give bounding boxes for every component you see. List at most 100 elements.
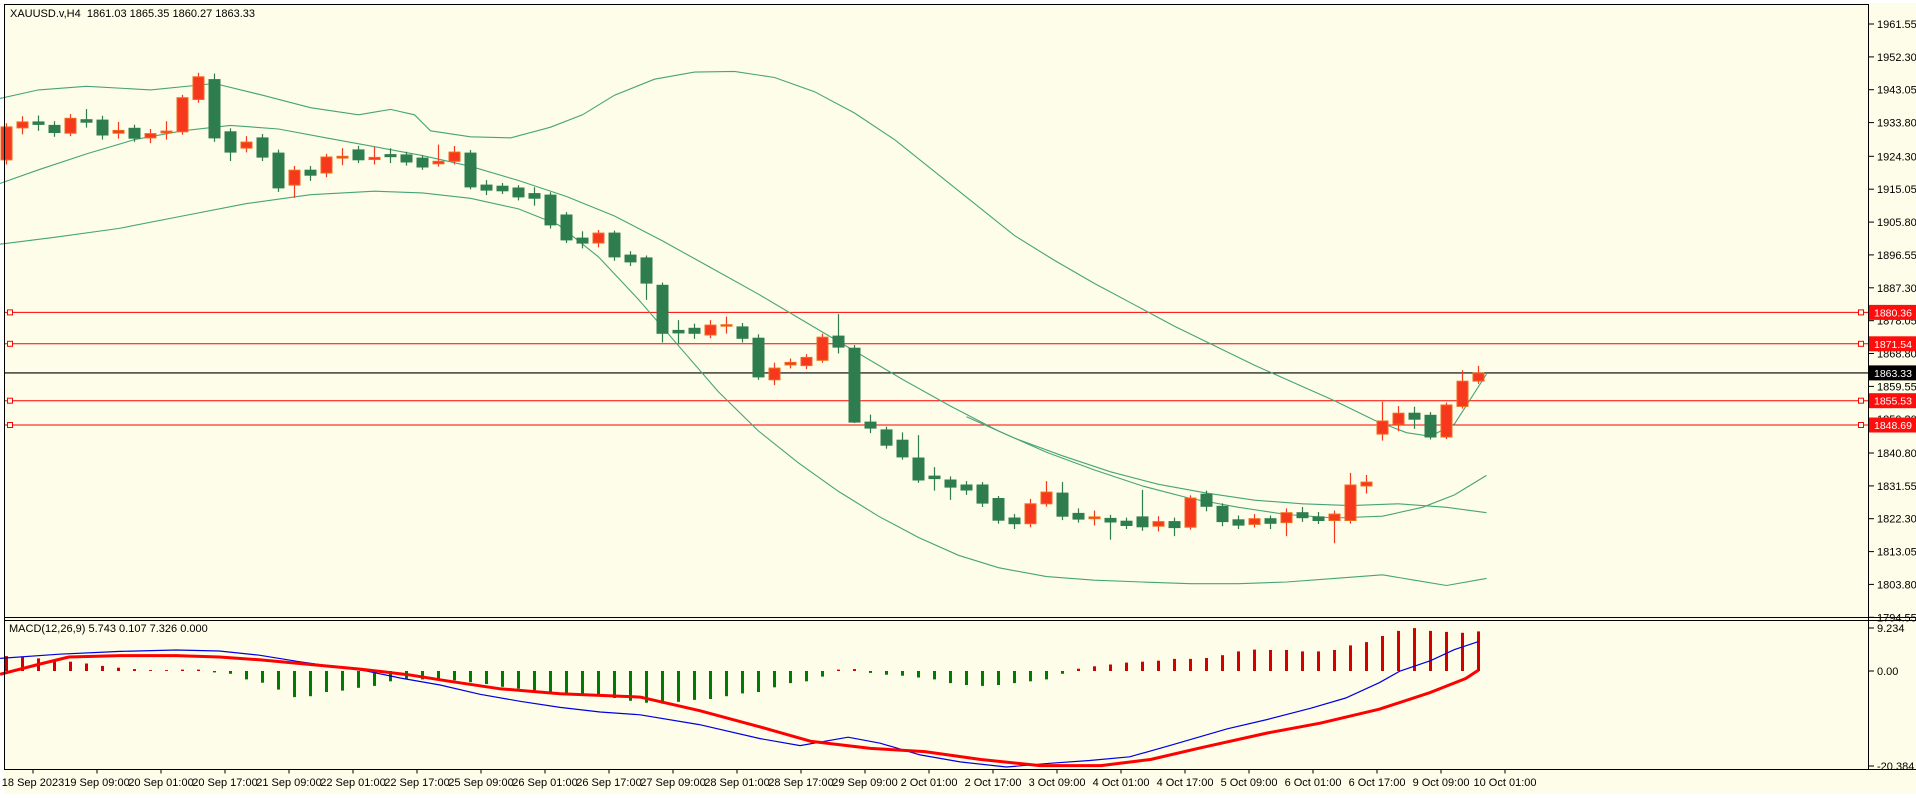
price-tick-label: 1813.05 — [1877, 547, 1916, 559]
level-line-handle[interactable] — [7, 397, 13, 404]
level-line-handle[interactable] — [7, 309, 13, 316]
price-tick-label: 1933.80 — [1877, 118, 1916, 130]
level-lines-layer[interactable] — [5, 309, 1868, 428]
candle-27-bull — [432, 144, 445, 167]
candle-48-bull — [768, 362, 781, 386]
candle-57-bear — [912, 435, 925, 483]
level-line-1880.36[interactable] — [5, 309, 1868, 316]
macd-tick-label: 9.234 — [1877, 623, 1905, 635]
macd-histogram-bar — [885, 671, 888, 675]
candle-2-bear — [32, 115, 45, 131]
time-tick-label: 2 Oct 17:00 — [965, 777, 1022, 789]
macd-histogram-bar — [933, 671, 936, 680]
candle-10-bull — [160, 121, 173, 140]
macd-histogram-bar — [1413, 628, 1416, 671]
time-tick-label: 2 Oct 01:00 — [901, 777, 958, 789]
macd-histogram-bar — [1173, 658, 1176, 671]
macd-line — [0, 641, 1479, 768]
candle-22-bear — [352, 146, 365, 164]
candle-7-bull — [112, 121, 125, 139]
candle-49-bull — [784, 358, 797, 369]
time-tick-label: 4 Oct 01:00 — [1093, 777, 1150, 789]
candle-70-bear — [1120, 517, 1133, 529]
candle-62-bear — [992, 496, 1005, 524]
macd-histogram-bar — [1237, 651, 1240, 671]
level-line-1871.54[interactable] — [5, 340, 1868, 347]
time-tick-label: 21 Sep 09:00 — [256, 777, 321, 789]
macd-histogram-bar — [1109, 664, 1112, 671]
macd-histogram-bar — [565, 671, 568, 695]
macd-histogram-bar — [69, 661, 72, 671]
price-tick-label: 1887.30 — [1877, 283, 1916, 295]
candle-38-bear — [608, 230, 621, 261]
bollinger-lower-line — [0, 190, 1487, 587]
price-tick-label: 1794.55 — [1877, 612, 1916, 624]
time-tick-label: 19 Sep 09:00 — [64, 777, 129, 789]
level-line-1848.69[interactable] — [5, 422, 1868, 428]
macd-histogram-bar — [965, 671, 968, 685]
bollinger-bands-layer — [0, 70, 1487, 587]
macd-histogram-bar — [1013, 671, 1016, 684]
candle-26-bear — [416, 155, 429, 170]
time-tick-label: 3 Oct 09:00 — [1029, 777, 1086, 789]
candle-23-bull — [368, 146, 381, 165]
level-line-handle[interactable] — [1858, 397, 1864, 404]
candle-8-bear — [128, 124, 141, 142]
candle-31-bear — [496, 183, 509, 194]
candle-88-bear — [1408, 406, 1421, 429]
candle-60-bear — [960, 481, 973, 495]
candle-58-bear — [928, 467, 941, 491]
extra-ma-line — [966, 416, 1487, 514]
candle-1-bull — [16, 116, 29, 135]
ohlc-values: 1861.03 1865.35 1860.27 1863.33 — [86, 8, 256, 20]
candle-72-bull — [1152, 516, 1165, 532]
macd-histogram-bar — [1349, 645, 1352, 671]
macd-histogram-bar — [437, 671, 440, 681]
macd-histogram-bar — [789, 671, 792, 684]
level-price-badge: 1880.36 — [1869, 304, 1916, 320]
candle-92-bull — [1472, 365, 1485, 384]
level-line-handle[interactable] — [1858, 309, 1864, 316]
time-tick-label: 18 Sep 2023 — [2, 777, 64, 789]
candle-82-bear — [1312, 512, 1325, 524]
candle-52-bear — [832, 314, 845, 354]
time-tick-label: 20 Sep 17:00 — [192, 777, 257, 789]
level-line-handle[interactable] — [7, 340, 13, 347]
macd-histogram-bar — [1301, 651, 1304, 671]
candle-67-bear — [1072, 508, 1085, 523]
time-tick-label: 28 Sep 01:00 — [704, 777, 769, 789]
level-price-badge: 1855.53 — [1869, 393, 1916, 409]
candle-86-bull — [1376, 401, 1389, 441]
candle-63-bear — [1008, 514, 1021, 529]
macd-histogram-bar — [469, 671, 472, 683]
candle-33-bear — [528, 187, 541, 206]
candle-15-bull — [240, 136, 253, 153]
bollinger-middle-line — [0, 124, 1487, 519]
price-tick-label: 1831.55 — [1877, 481, 1916, 493]
macd-histogram-bar — [1205, 658, 1208, 671]
level-line-handle[interactable] — [1858, 422, 1864, 428]
candle-73-bear — [1168, 517, 1181, 537]
svg-text:1871.54: 1871.54 — [1874, 339, 1912, 351]
candle-39-bear — [624, 251, 637, 267]
macd-histogram-bar — [597, 671, 600, 697]
chart-title: XAUUSD.v,H4 1861.03 1865.35 1860.27 1863… — [10, 8, 255, 20]
macd-histogram-bar — [165, 670, 168, 671]
level-line-handle[interactable] — [7, 422, 13, 428]
macd-histogram-bar — [1045, 671, 1048, 680]
level-line-handle[interactable] — [1858, 340, 1864, 347]
current-price-badge: 1863.33 — [1869, 365, 1916, 381]
price-tick-label: 1961.55 — [1877, 19, 1916, 31]
candle-47-bear — [752, 334, 765, 380]
level-line-1855.53[interactable] — [5, 397, 1868, 404]
macd-histogram-bar — [229, 671, 232, 674]
candle-3-bear — [48, 121, 61, 137]
candle-77-bear — [1232, 515, 1245, 529]
candle-75-bear — [1200, 490, 1213, 512]
candle-85-bull — [1360, 475, 1373, 494]
price-tick-label: 1943.05 — [1877, 85, 1916, 97]
macd-histogram-bar — [581, 671, 584, 696]
macd-histogram-bar — [245, 671, 248, 680]
